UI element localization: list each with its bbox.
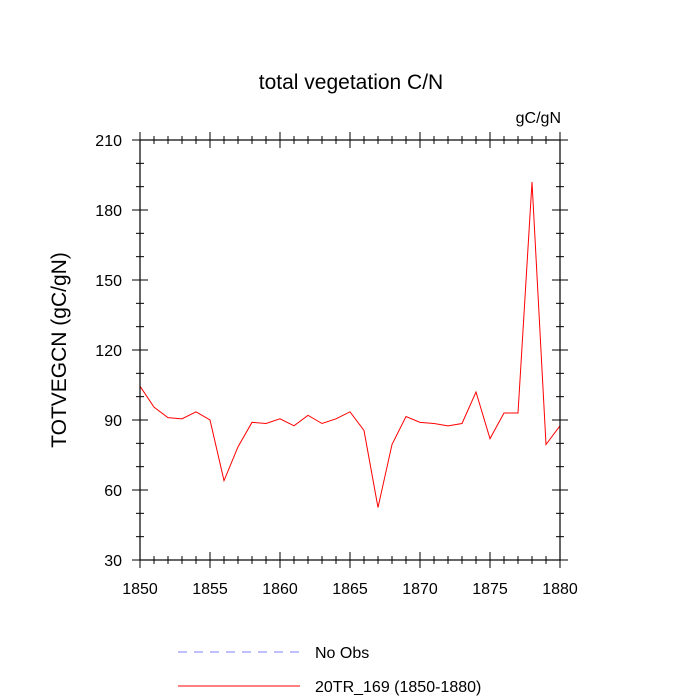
chart-title: total vegetation C/N — [259, 71, 443, 94]
x-tick-label: 1875 — [472, 581, 508, 598]
y-axis-label: TOTVEGCN (gC/gN) — [48, 252, 71, 448]
legend-label-no-obs: No Obs — [315, 645, 369, 662]
x-tick-label: 1860 — [262, 581, 298, 598]
series-layer — [139, 181, 561, 508]
x-tick-label: 1855 — [192, 581, 228, 598]
ticks-layer — [132, 132, 568, 568]
y-tick-label: 60 — [104, 483, 122, 500]
legend: No Obs 20TR_169 (1850-1880) — [178, 645, 481, 696]
y-tick-label: 120 — [95, 343, 122, 360]
series-line-1 — [139, 181, 561, 508]
y-tick-label: 90 — [104, 413, 122, 430]
x-tick-label: 1870 — [402, 581, 438, 598]
x-tick-label: 1880 — [542, 581, 578, 598]
y-tick-label: 30 — [104, 553, 122, 570]
tick-labels: 1850 1855 1860 1865 1870 1875 1880 30 60 90 120 150… — [95, 133, 578, 598]
x-tick-label: 1865 — [332, 581, 368, 598]
plot-frame — [139, 139, 561, 561]
y-tick-label: 150 — [95, 273, 122, 290]
y-tick-label: 210 — [95, 133, 122, 150]
y-tick-label: 180 — [95, 203, 122, 220]
units-label: gC/gN — [516, 110, 561, 127]
x-tick-label: 1850 — [122, 581, 158, 598]
legend-label-20tr-169: 20TR_169 (1850-1880) — [315, 679, 481, 696]
